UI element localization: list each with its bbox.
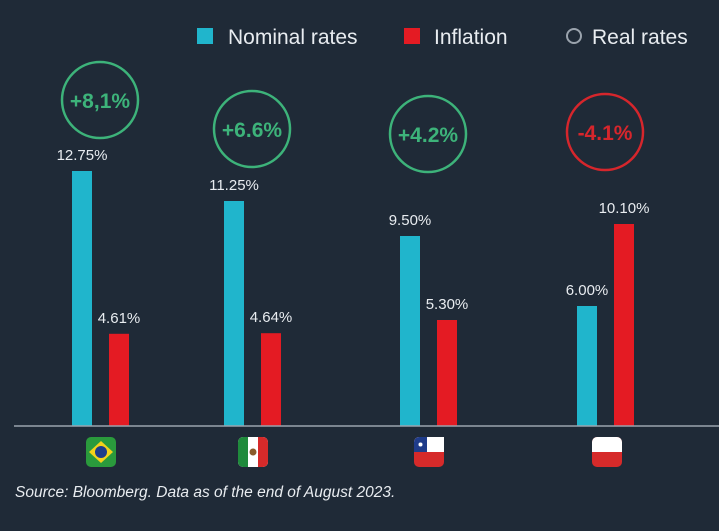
mexico-inflation-bar xyxy=(261,333,281,426)
poland-inflation-label: 10.10% xyxy=(599,200,650,217)
mexico-inflation-label: 4.64% xyxy=(250,309,293,326)
chart-marks: 12.75% 4.61% +8,1% 11.25% 4.64% +6.6% 9.50% 5.3… xyxy=(57,60,650,426)
legend-inflation-label: Inflation xyxy=(434,26,508,49)
chile-nominal-label: 9.50% xyxy=(389,212,432,229)
legend-inflation-swatch xyxy=(404,28,420,44)
mexico-nominal-bar xyxy=(224,201,244,426)
legend-nominal-swatch xyxy=(197,28,213,44)
legend: Nominal rates Inflation Real rates xyxy=(197,26,688,49)
chile-real-rate-circle xyxy=(388,94,468,174)
mexico-real-rate-label: +6.6% xyxy=(222,119,282,142)
poland-nominal-bar xyxy=(577,306,597,426)
legend-real-swatch xyxy=(566,28,582,44)
poland-real-rate-circle xyxy=(565,92,645,172)
country-flags xyxy=(86,437,622,467)
brazil-inflation-label: 4.61% xyxy=(98,310,141,327)
brazil-real-rate-label: +8,1% xyxy=(70,90,130,113)
source-note: Source: Bloomberg. Data as of the end of… xyxy=(15,484,396,501)
brazil-nominal-bar xyxy=(72,171,92,426)
poland-flag xyxy=(592,437,622,467)
poland-real-rate-label: -4.1% xyxy=(578,122,633,145)
poland-inflation-bar xyxy=(614,224,634,426)
brazil-inflation-bar xyxy=(109,333,129,426)
chile-inflation-label: 5.30% xyxy=(426,296,469,313)
mexico-real-rate-circle xyxy=(212,89,292,169)
poland-nominal-label: 6.00% xyxy=(566,282,609,299)
brazil-nominal-label: 12.75% xyxy=(57,147,108,164)
legend-nominal-label: Nominal rates xyxy=(228,26,358,49)
chile-inflation-bar xyxy=(437,320,457,426)
chile-flag xyxy=(414,437,444,467)
mexico-flag xyxy=(238,437,268,467)
mexico-nominal-label: 11.25% xyxy=(209,177,259,194)
chile-nominal-bar xyxy=(400,236,420,426)
brazil-real-rate-circle xyxy=(60,60,140,140)
brazil-flag xyxy=(86,437,116,467)
legend-real-label: Real rates xyxy=(592,26,688,49)
chile-real-rate-label: +4.2% xyxy=(398,124,458,147)
